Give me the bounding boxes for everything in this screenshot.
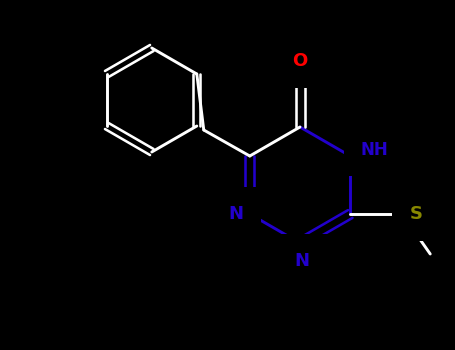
Text: NH: NH xyxy=(360,141,388,159)
Text: S: S xyxy=(410,205,423,223)
Text: O: O xyxy=(293,52,308,70)
Text: N: N xyxy=(294,252,309,270)
Text: N: N xyxy=(228,205,243,223)
